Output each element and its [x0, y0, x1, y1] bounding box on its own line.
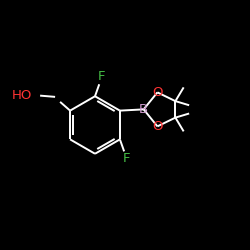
Text: F: F: [98, 70, 105, 83]
Text: B: B: [139, 103, 148, 116]
Text: O: O: [152, 120, 163, 133]
Text: F: F: [122, 152, 130, 166]
Text: O: O: [152, 86, 163, 99]
Text: HO: HO: [12, 89, 32, 102]
